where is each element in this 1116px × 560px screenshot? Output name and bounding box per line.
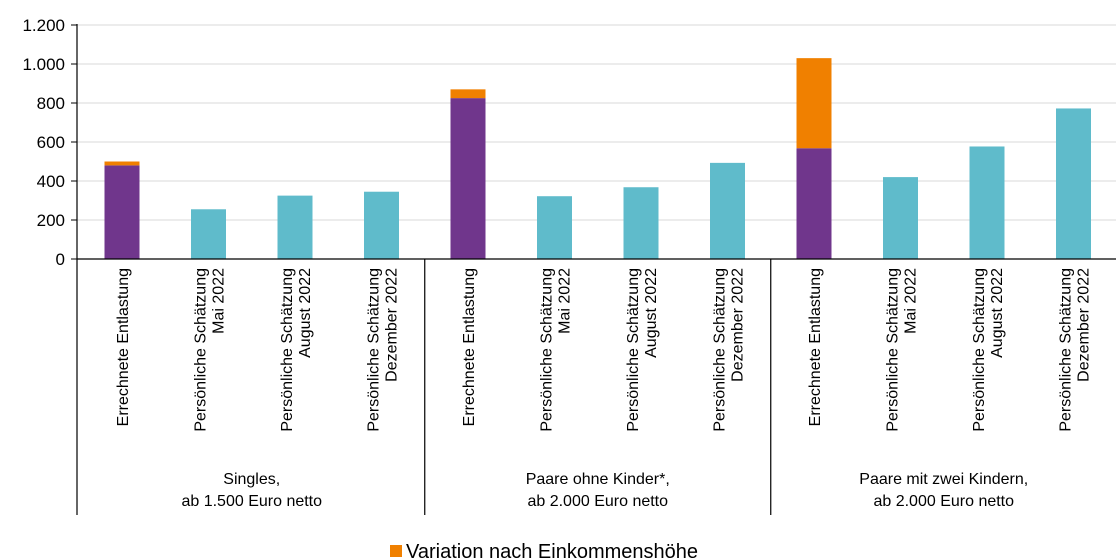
- labels: Errechnete Entlastung Persönliche Schätzu…: [115, 268, 1093, 510]
- group-label: Singles,: [223, 471, 280, 488]
- category-label: Persönliche SchätzungAugust 2022: [279, 268, 314, 432]
- bar-personal-estimate: [191, 209, 226, 259]
- group-label: Paare mit zwei Kindern,: [859, 471, 1028, 488]
- y-tick-label: 1.200: [22, 16, 65, 35]
- category-label: Persönliche SchätzungDezember 2022: [366, 268, 401, 432]
- category-label-line: August 2022: [989, 268, 1006, 358]
- bar-computed-relief: [796, 148, 832, 259]
- category-label-line: August 2022: [297, 268, 314, 358]
- category-label-line: Persönliche Schätzung: [625, 268, 642, 432]
- category-label-line: Mai 2022: [211, 268, 228, 334]
- y-tick-label: 200: [37, 211, 65, 230]
- category-label-line: Persönliche Schätzung: [279, 268, 296, 432]
- category-label-line: Persönliche Schätzung: [366, 268, 383, 432]
- category-label-line: Mai 2022: [557, 268, 574, 334]
- grid-lines: [77, 24, 1116, 221]
- bar-computed-relief: [450, 98, 486, 259]
- category-label: Persönliche SchätzungDezember 2022: [1058, 268, 1093, 432]
- bar-income-variation: [796, 58, 832, 149]
- bar-personal-estimate: [883, 177, 918, 259]
- category-label-line: Dezember 2022: [1076, 268, 1093, 382]
- y-tick-label: 600: [37, 133, 65, 152]
- bar-personal-estimate: [1056, 108, 1091, 260]
- y-tick-label: 1.000: [22, 55, 65, 74]
- category-label: Persönliche SchätzungMai 2022: [885, 268, 920, 432]
- category-label-line: Errechnete Entlastung: [461, 268, 478, 426]
- bar-income-variation: [104, 161, 140, 166]
- y-tick-label: 800: [37, 94, 65, 113]
- y-tick-label: 0: [56, 250, 65, 269]
- category-label: Persönliche SchätzungMai 2022: [193, 268, 228, 432]
- category-label: Errechnete Entlastung: [115, 268, 132, 426]
- category-label-line: Persönliche Schätzung: [712, 268, 729, 432]
- bar-personal-estimate: [537, 196, 572, 259]
- category-label: Persönliche SchätzungMai 2022: [539, 268, 574, 432]
- bar-personal-estimate: [364, 191, 399, 259]
- bar-computed-relief: [104, 165, 140, 259]
- category-label: Persönliche SchätzungAugust 2022: [625, 268, 660, 432]
- category-label-line: Errechnete Entlastung: [807, 268, 824, 426]
- category-label: Errechnete Entlastung: [807, 268, 824, 426]
- group-label: ab 1.500 Euro netto: [181, 493, 322, 510]
- category-label-line: Dezember 2022: [730, 268, 747, 382]
- category-label-line: Persönliche Schätzung: [193, 268, 210, 432]
- bar-personal-estimate: [710, 162, 745, 259]
- group-label: Paare ohne Kinder*,: [526, 471, 670, 488]
- category-label: Errechnete Entlastung: [461, 268, 478, 426]
- category-label: Persönliche SchätzungAugust 2022: [971, 268, 1006, 432]
- bars: [104, 58, 1091, 260]
- bar-personal-estimate: [277, 195, 313, 259]
- category-label-line: August 2022: [643, 268, 660, 358]
- group-label: ab 2.000 Euro netto: [527, 493, 668, 510]
- legend: Variation nach Einkommenshöhe: [390, 541, 698, 560]
- legend-label: Variation nach Einkommenshöhe: [406, 541, 698, 560]
- category-label-line: Persönliche Schätzung: [885, 268, 902, 432]
- category-label-line: Persönliche Schätzung: [1058, 268, 1075, 432]
- category-label-line: Mai 2022: [903, 268, 920, 334]
- bar-personal-estimate: [623, 187, 659, 259]
- category-label-line: Persönliche Schätzung: [539, 268, 556, 432]
- bar-personal-estimate: [969, 146, 1005, 259]
- axes: 0 200 400 600 800 1.000 1.200: [22, 16, 1116, 515]
- legend-swatch-variation: [390, 545, 402, 557]
- category-label-line: Dezember 2022: [384, 268, 401, 382]
- category-label-line: Persönliche Schätzung: [971, 268, 988, 432]
- category-label-line: Errechnete Entlastung: [115, 268, 132, 426]
- bar-income-variation: [450, 89, 486, 99]
- group-label: ab 2.000 Euro netto: [873, 493, 1014, 510]
- category-label: Persönliche SchätzungDezember 2022: [712, 268, 747, 432]
- y-tick-label: 400: [37, 172, 65, 191]
